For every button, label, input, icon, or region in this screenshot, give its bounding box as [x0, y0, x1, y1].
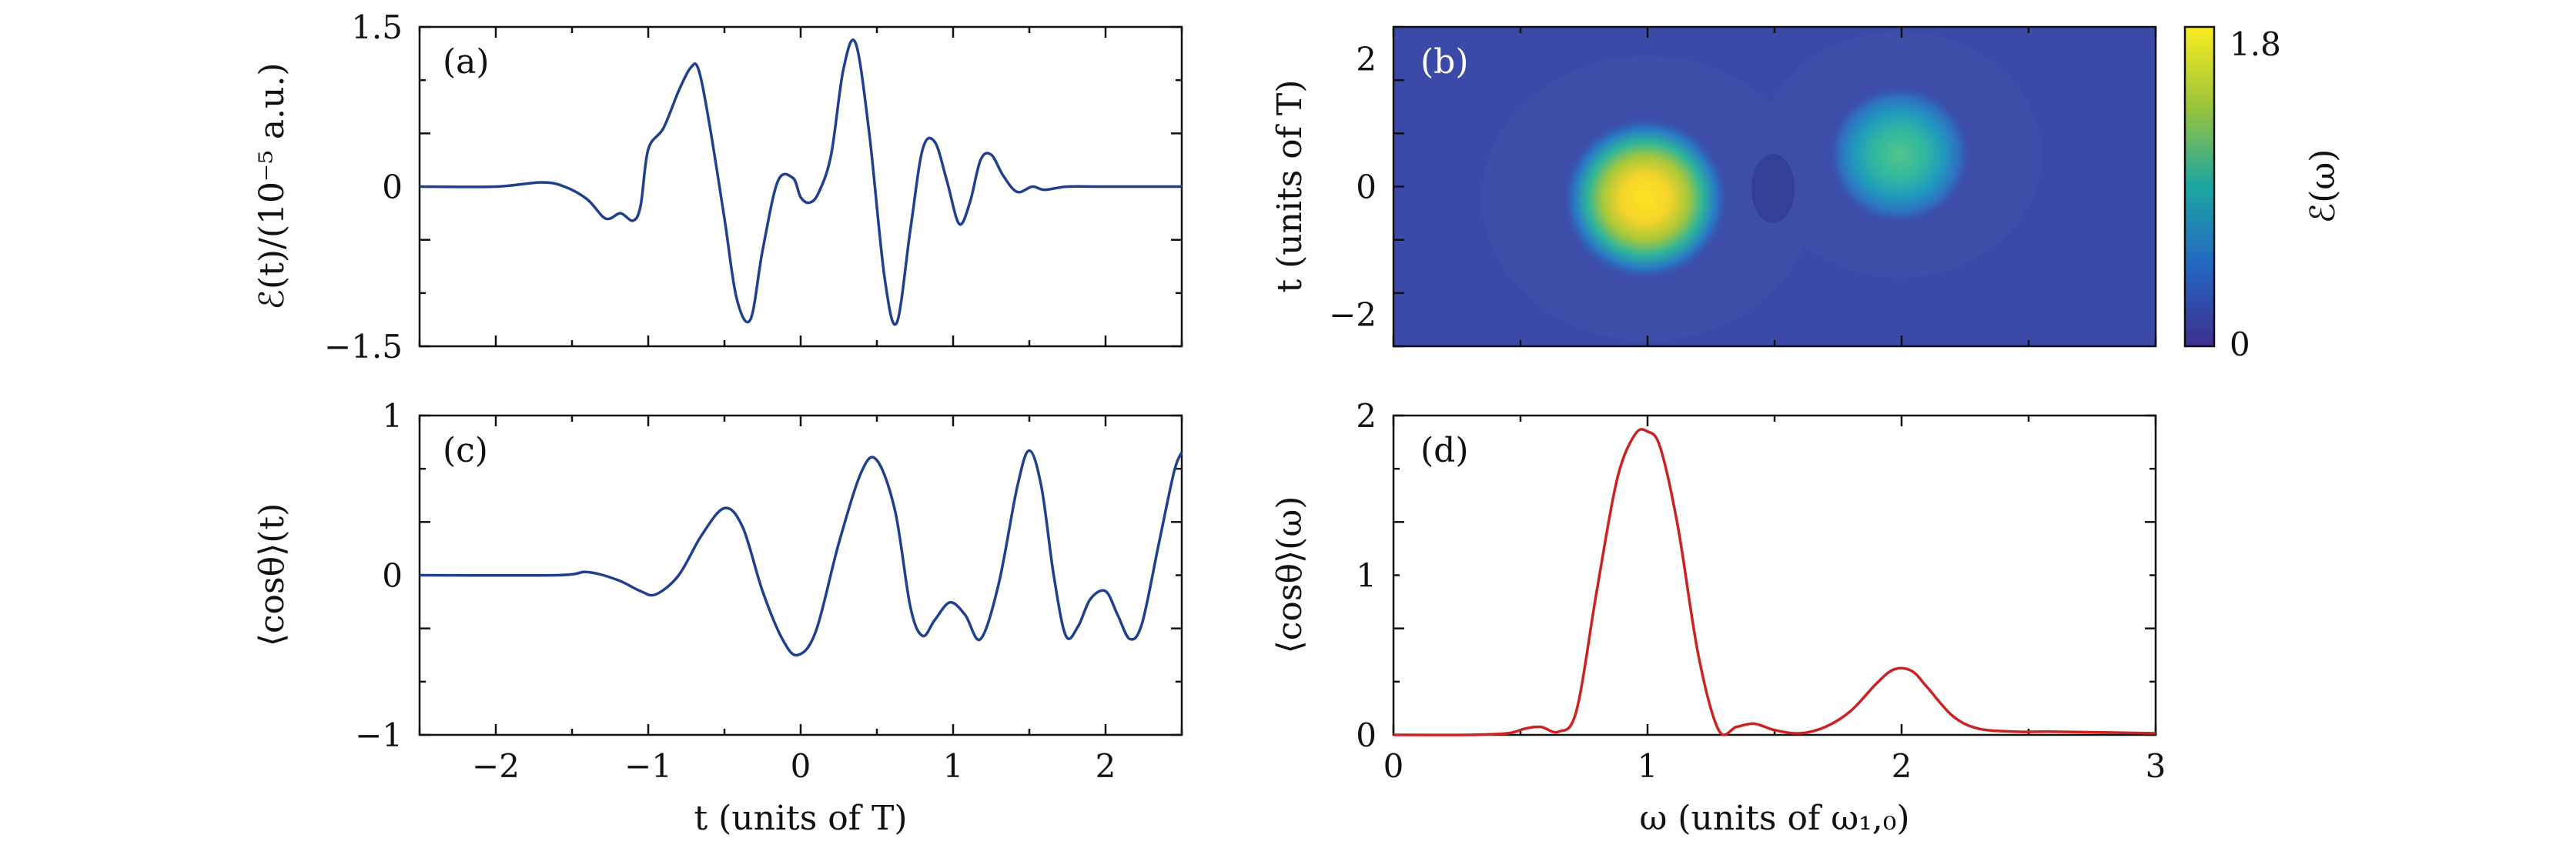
- x-tick-label: 2: [1096, 747, 1116, 785]
- y-tick-label: 0: [382, 557, 403, 595]
- y-tick-label: 1: [382, 397, 403, 435]
- y-tick-label: −1.5: [324, 328, 403, 366]
- colorbar-max-label: 1.8: [2230, 25, 2281, 63]
- y-tick-label: 1: [1356, 557, 1377, 595]
- colorbar-min-label: 0: [2230, 326, 2250, 363]
- y-tick-label: 0: [1356, 169, 1377, 206]
- colorbar: [2185, 27, 2214, 346]
- panel-label: (a): [443, 42, 490, 82]
- y-tick-label: 0: [1356, 716, 1377, 754]
- y-tick-label: −2: [1329, 296, 1377, 334]
- panel-d: 0 1 2 3 0 1 2 (d) ⟨cosθ⟩(ω) ω (units of ω₁,₀): [1270, 397, 2166, 838]
- panel-c: −2 −1 0 1 2 −1 0 1 (c) ⟨cosθ⟩(t) t (units of T…: [253, 397, 1183, 838]
- y-tick-label: −1: [355, 716, 403, 754]
- y-tick-label: 0: [382, 169, 403, 206]
- series-line: [1393, 428, 2156, 736]
- heatmap-trough: [1751, 154, 1795, 223]
- colorbar-frame: [2183, 25, 2216, 348]
- panel-label: (d): [1420, 431, 1469, 470]
- x-axis-label: ω (units of ω₁,₀): [1639, 799, 1909, 838]
- x-tick-label: 0: [791, 747, 811, 785]
- y-tick-label: 2: [1356, 397, 1377, 435]
- x-tick-label: 1: [943, 747, 964, 785]
- x-tick-label: 2: [1892, 747, 1912, 785]
- y-axis-label: ℰ(t)/(10⁻⁵ a.u.): [253, 62, 292, 309]
- x-axis-label: t (units of T): [694, 799, 907, 838]
- x-tick-label: −1: [624, 747, 672, 785]
- colorbar-label: ℰ(ω): [2303, 149, 2343, 224]
- x-tick-label: −2: [472, 747, 520, 785]
- y-axis-label: ⟨cosθ⟩(ω): [1270, 496, 1310, 654]
- x-tick-label: 3: [2146, 747, 2166, 785]
- y-tick-label: 1.5: [351, 8, 403, 46]
- y-axis-label: t (units of T): [1270, 79, 1310, 292]
- panel-label: (b): [1420, 42, 1469, 82]
- y-tick-label: 2: [1356, 41, 1377, 78]
- series-line: [419, 449, 1183, 657]
- x-tick-label: 1: [1638, 747, 1658, 785]
- panel-a: −1.5 0 1.5 (a) ℰ(t)/(10⁻⁵ a.u.): [253, 8, 1183, 366]
- heatmap-blob: [1826, 84, 1972, 225]
- series-line: [419, 38, 1182, 326]
- heatmap-blob: [1561, 115, 1730, 282]
- axes-frame: [1392, 414, 2157, 736]
- y-axis-label: ⟨cosθ⟩(t): [253, 503, 292, 647]
- panel-label: (c): [443, 431, 488, 470]
- x-tick-label: 0: [1383, 747, 1404, 785]
- panel-b: −2 0 2 (b) t (units of T) 1.8 0 ℰ(ω): [1270, 25, 2343, 363]
